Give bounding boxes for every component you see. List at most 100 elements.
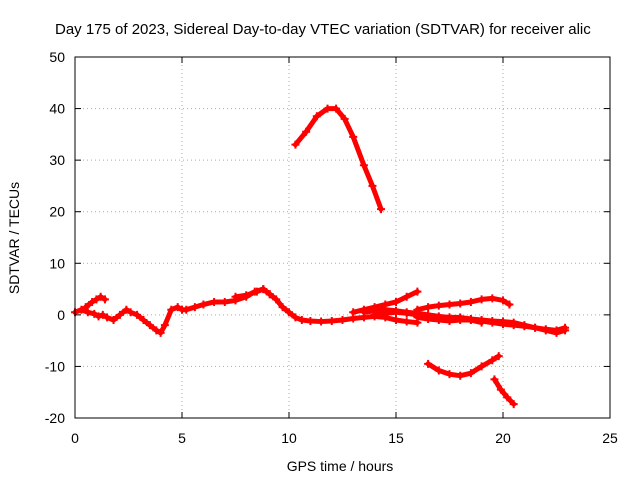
y-tick-label: 30 [49,152,65,168]
data-point [220,297,229,306]
data-point [278,303,287,312]
data-point [424,359,433,368]
data-point [297,316,306,325]
data-point [377,205,386,214]
data-point [259,285,268,294]
data-point [490,375,499,384]
data-point [541,326,550,335]
data-point [109,316,118,325]
data-point [488,356,497,365]
data-point [509,318,518,327]
data-point [413,313,422,322]
data-point [83,308,92,317]
data-point [302,127,311,136]
data-point [434,316,443,325]
x-tick-label: 15 [388,430,404,446]
series-arc-9 [291,104,386,214]
data-point [466,297,475,306]
series-arc-7 [413,294,514,314]
y-tick-label: 10 [49,255,65,271]
series-arc-3 [231,285,274,301]
data-point [265,290,274,299]
data-point [252,287,261,296]
data-point [317,317,326,326]
data-point [190,303,199,312]
data-point [496,385,505,394]
series-arc-1 [71,285,422,337]
data-point [98,310,107,319]
data-point [90,309,99,318]
data-point [210,297,219,306]
data-point [88,297,97,306]
data-point [466,369,475,378]
x-tick-label: 0 [71,430,79,446]
data-point [445,370,454,379]
data-point [509,400,518,409]
x-axis-label: GPS time / hours [287,458,394,474]
series-line [292,106,384,212]
data-point [92,295,101,304]
data-point [173,303,182,312]
data-point [424,314,433,323]
data-point [477,318,486,327]
data-point [434,301,443,310]
data-point [359,305,368,314]
data-point [370,303,379,312]
series-arc-2 [81,292,109,312]
data-point [552,328,561,337]
data-point [199,300,208,309]
x-tick-label: 25 [602,430,618,446]
data-point [122,305,131,314]
data-point [340,114,349,123]
data-point [182,305,191,314]
data-point [503,393,512,402]
data-point [323,104,332,113]
data-point [445,317,454,326]
data-point [456,299,465,308]
data-point [115,310,124,319]
data-point [103,313,112,322]
data-series [71,104,570,409]
data-point [456,316,465,325]
data-point [402,317,411,326]
data-point [100,295,109,304]
data-point [434,366,443,375]
data-point [152,326,161,335]
data-point [81,303,90,312]
y-tick-label: -20 [45,410,65,426]
data-point [359,161,368,170]
y-axis-label: SDTVAR / TECUs [6,182,22,294]
data-point [306,317,315,326]
data-point [145,321,154,330]
data-point [499,317,507,326]
data-point [413,287,422,296]
series-arc-11 [490,375,518,409]
series-arc-10 [424,352,503,380]
data-point [332,104,341,113]
series-arc-6 [349,287,422,317]
data-point [477,362,486,371]
data-point [466,316,475,325]
data-point [499,296,507,305]
data-point [272,295,281,304]
data-point [505,300,514,309]
data-point [167,305,176,314]
grid [75,57,610,418]
data-point [477,295,486,304]
x-tick-label: 20 [495,430,511,446]
data-point [291,140,300,149]
data-point [291,313,300,322]
y-tick-label: -10 [45,358,65,374]
data-point [285,308,293,317]
y-tick-label: 20 [49,204,65,220]
data-point [392,308,400,317]
data-point [445,300,454,309]
data-point [160,321,169,330]
data-point [349,132,358,141]
data-point [327,317,336,326]
series-line [414,295,512,313]
data-point [368,181,377,190]
data-point [77,305,86,314]
data-point [312,112,321,121]
